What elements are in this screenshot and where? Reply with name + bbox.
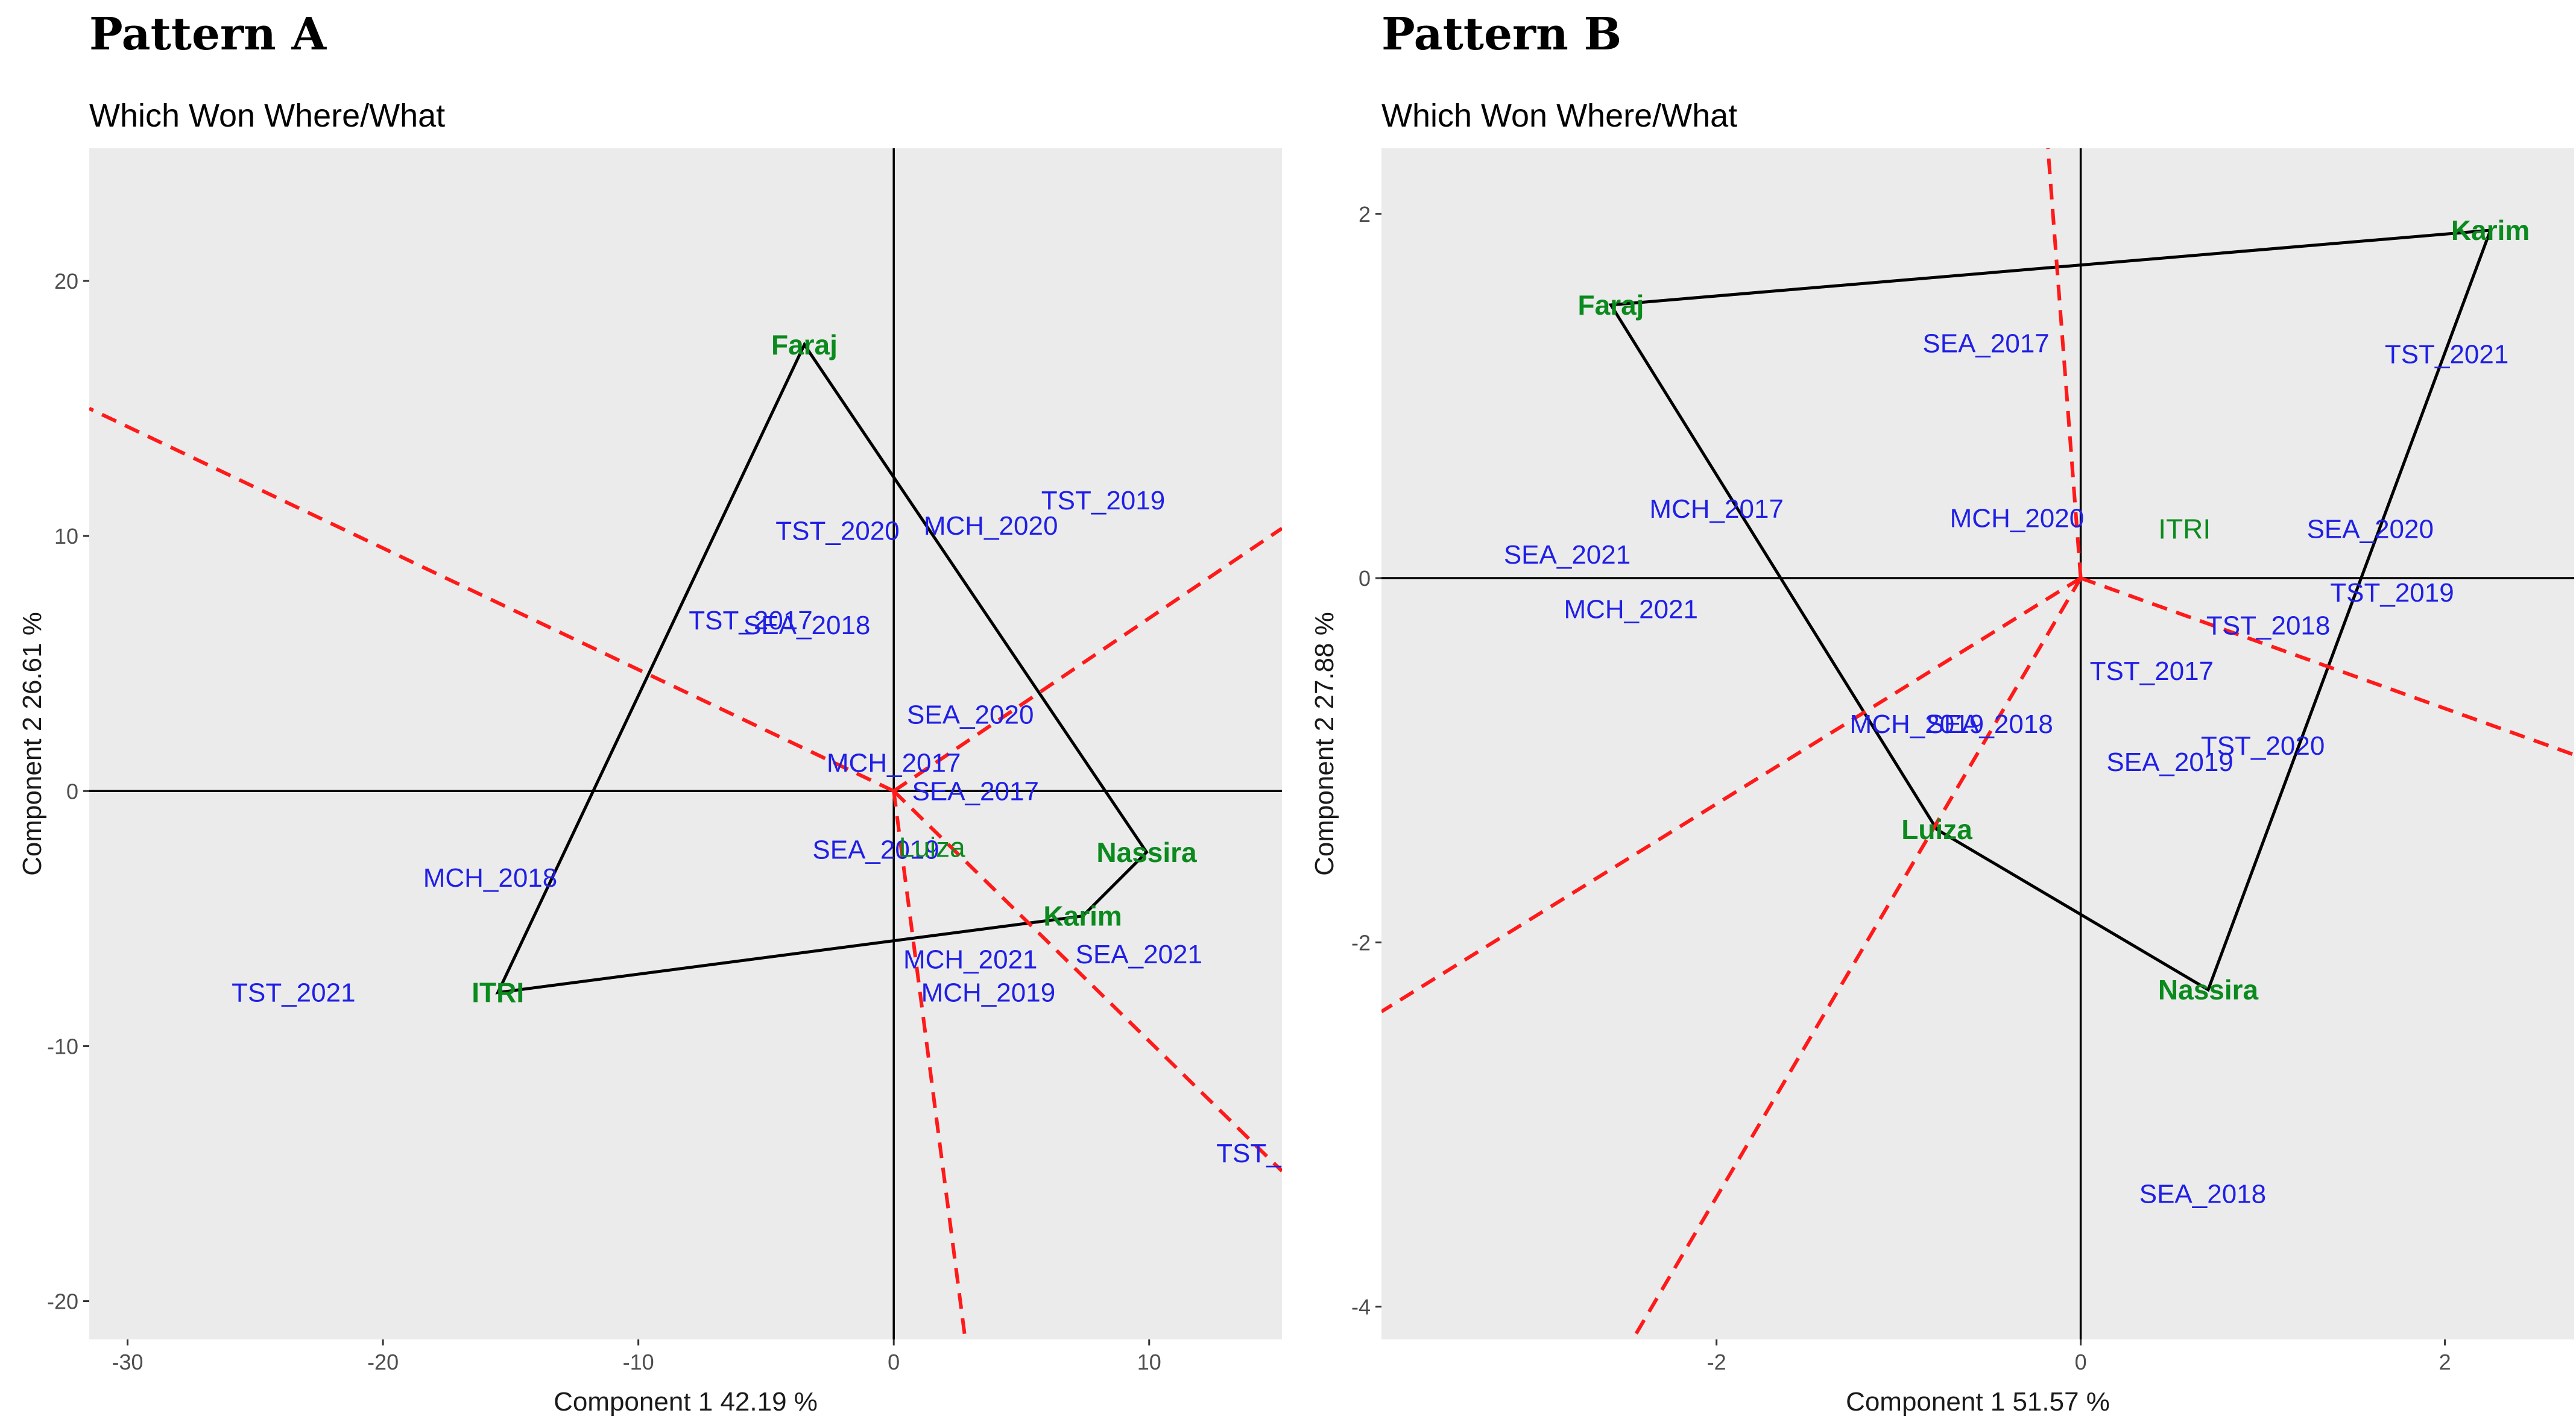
sector-line bbox=[892, 526, 1282, 793]
environment-label: MCH_2021 bbox=[903, 945, 1038, 975]
plot-background bbox=[89, 148, 1282, 1339]
environment-label: SEA_2021 bbox=[1504, 540, 1631, 570]
sector-line bbox=[1631, 577, 2083, 1339]
plot-background bbox=[1381, 148, 2574, 1339]
environment-label: TST_2017 bbox=[689, 606, 812, 635]
genotype-label: Karim bbox=[1043, 901, 1122, 932]
environment-label: TST_2021 bbox=[2385, 339, 2508, 369]
genotype-label: Luiza bbox=[1901, 814, 1972, 845]
x-tick-label: -20 bbox=[367, 1350, 399, 1374]
environment-label: MCH_2017 bbox=[827, 749, 961, 778]
environment-label: MCH_2020 bbox=[924, 511, 1058, 541]
environment-label: TST_2021 bbox=[232, 978, 355, 1008]
chart-subtitle: Which Won Where/What bbox=[1381, 98, 1737, 134]
environment-label: SEA_2020 bbox=[2307, 514, 2434, 544]
sector-line bbox=[892, 790, 1282, 1172]
environment-label: SEA_2019 bbox=[812, 835, 939, 865]
environment-label: SEA_2021 bbox=[1076, 940, 1202, 969]
y-tick-label: 20 bbox=[54, 269, 78, 294]
y-tick-label: 2 bbox=[1359, 202, 1371, 227]
environment-label: SEA_2018 bbox=[1926, 710, 2053, 739]
y-tick-label: -20 bbox=[47, 1289, 78, 1314]
sector-line bbox=[2046, 148, 2083, 579]
x-tick-label: 0 bbox=[888, 1350, 900, 1374]
environment-label: MCH_2017 bbox=[1649, 494, 1784, 524]
environment-label: TST_2017 bbox=[2090, 656, 2214, 686]
sector-line bbox=[1381, 576, 2082, 1013]
environment-label: MCH_2019 bbox=[1850, 710, 1984, 739]
convex-hull-polygon bbox=[495, 341, 1149, 995]
convex-hull-polygon bbox=[1608, 228, 2493, 992]
environment-label: MCH_2019 bbox=[921, 978, 1056, 1008]
environment-label: TST_2018 bbox=[2206, 611, 2330, 641]
plot-area: SEA_2017 TST_2021 MCH_2017 MCH_2020 SEA_2021… bbox=[1381, 148, 2574, 1339]
genotype-label: Faraj bbox=[771, 329, 838, 360]
environment-label: TST_2019 bbox=[2330, 578, 2454, 608]
genotype-label: Luiza bbox=[899, 831, 965, 863]
y-tick-label: 10 bbox=[54, 524, 78, 549]
environment-label: MCH_2018 bbox=[423, 863, 558, 893]
chart-subtitle: Which Won Where/What bbox=[89, 98, 445, 134]
y-tick-label: 0 bbox=[1359, 566, 1371, 591]
x-tick-label: -2 bbox=[1707, 1350, 1726, 1374]
y-tick-label: -2 bbox=[1351, 930, 1371, 955]
y-tick-label: -10 bbox=[47, 1034, 78, 1059]
y-axis-label: Component 2 27.88 % bbox=[1310, 612, 1339, 876]
genotype-label: Nassira bbox=[2158, 974, 2259, 1005]
genotype-label: Nassira bbox=[1096, 837, 1197, 868]
panel-title: Pattern B bbox=[1381, 8, 1621, 60]
x-tick-label: -30 bbox=[112, 1350, 144, 1374]
x-tick-label: 0 bbox=[2075, 1350, 2087, 1374]
environment-label: SEA_2017 bbox=[912, 776, 1039, 806]
environment-label: TST_ bbox=[1216, 1139, 1281, 1168]
y-tick-label: 0 bbox=[66, 779, 78, 804]
environment-label: TST_2020 bbox=[775, 517, 899, 546]
x-tick-label: 10 bbox=[1137, 1350, 1161, 1374]
genotype-label: Faraj bbox=[1578, 289, 1644, 321]
sector-line bbox=[2080, 576, 2574, 757]
environment-label: MCH_2020 bbox=[1950, 503, 2085, 533]
environment-label: SEA_2020 bbox=[907, 700, 1034, 729]
environment-label: TST_2020 bbox=[2201, 731, 2325, 761]
x-tick-label: -10 bbox=[623, 1350, 654, 1374]
environment-label: TST_2019 bbox=[1041, 486, 1165, 515]
panel-title: Pattern A bbox=[89, 8, 327, 60]
y-tick-label: -4 bbox=[1351, 1295, 1371, 1320]
environment-label: SEA_2017 bbox=[1922, 329, 2049, 358]
environment-label: SEA_2018 bbox=[743, 611, 870, 640]
sector-line bbox=[892, 790, 967, 1339]
sector-line bbox=[89, 406, 895, 793]
x-axis-label: Component 1 42.19 % bbox=[554, 1387, 818, 1417]
x-axis-label: Component 1 51.57 % bbox=[1846, 1387, 2110, 1417]
panel-b: Pattern B Which Won Where/What -2 0 2 -4 -2 0 2 C… bbox=[1310, 8, 2574, 1417]
panel-a: Pattern A Which Won Where/What -30 -20 -10 0 1… bbox=[17, 8, 1282, 1417]
genotype-label: ITRI bbox=[472, 977, 524, 1008]
x-tick-label: 2 bbox=[2439, 1350, 2451, 1374]
environment-label: SEA_2018 bbox=[2139, 1179, 2266, 1209]
environment-label: MCH_2021 bbox=[1564, 594, 1698, 624]
environment-label: SEA_2019 bbox=[2106, 747, 2233, 777]
genotype-label: Karim bbox=[2451, 215, 2530, 246]
genotype-label: ITRI bbox=[2158, 513, 2211, 544]
y-axis-label: Component 2 26.61 % bbox=[17, 612, 47, 876]
